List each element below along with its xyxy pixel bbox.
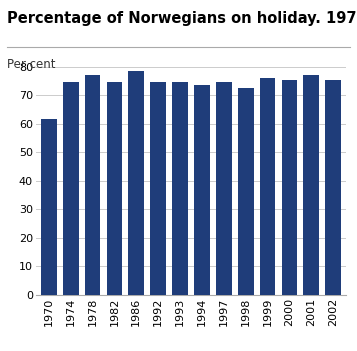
Bar — [216, 82, 232, 295]
Text: Per cent: Per cent — [7, 58, 56, 71]
Bar — [107, 82, 122, 295]
Text: Percentage of Norwegians on holiday. 1970-2002: Percentage of Norwegians on holiday. 197… — [7, 11, 357, 26]
Bar — [150, 82, 166, 295]
Bar — [194, 85, 210, 295]
Bar — [325, 80, 341, 295]
Bar — [41, 119, 57, 295]
Bar — [303, 75, 319, 295]
Bar — [85, 75, 100, 295]
Bar — [238, 88, 253, 295]
Bar — [129, 71, 144, 295]
Bar — [260, 78, 275, 295]
Bar — [63, 82, 79, 295]
Bar — [172, 82, 188, 295]
Bar — [282, 80, 297, 295]
